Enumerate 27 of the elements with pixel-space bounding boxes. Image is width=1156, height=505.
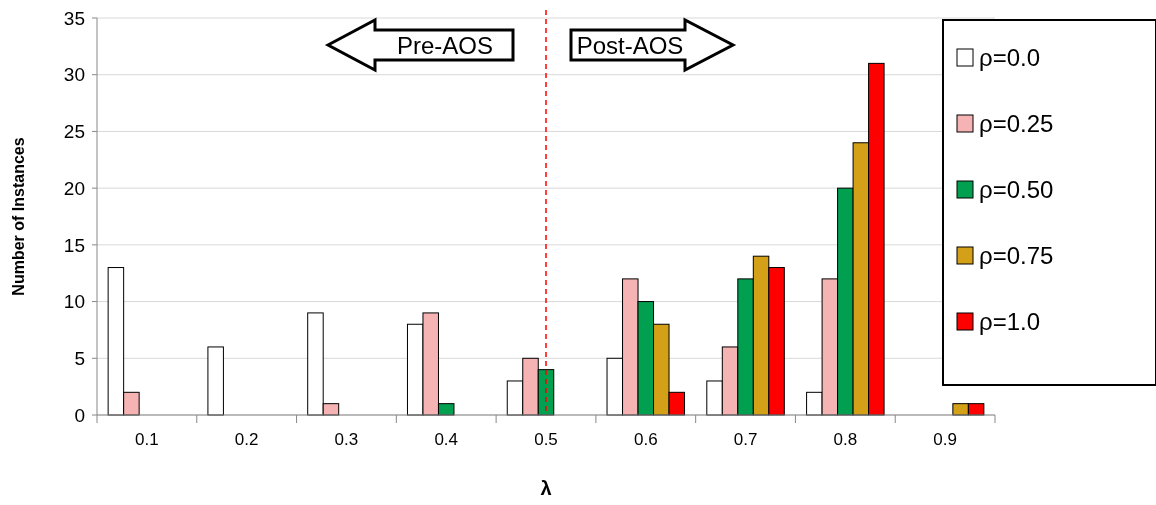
x-tick-label: 0.8 <box>833 430 858 449</box>
y-tick-label: 5 <box>74 347 85 369</box>
x-tick-label: 0.1 <box>135 430 159 449</box>
y-tick-label: 35 <box>63 7 85 29</box>
x-tick-label: 0.7 <box>733 430 758 449</box>
y-tick-label: 10 <box>63 291 85 313</box>
y-tick-label: 15 <box>63 234 85 256</box>
x-tick-label: 0.6 <box>633 430 658 449</box>
annotation: Pre-AOS <box>396 32 494 59</box>
legend-label: ρ=0.75 <box>979 242 1054 270</box>
x-tick-label: 0.3 <box>334 430 359 449</box>
y-tick-label: 20 <box>63 177 85 199</box>
y-tick-label: 0 <box>74 404 85 426</box>
y-axis-title: Number of Instances <box>10 137 27 296</box>
y-tick-label: 30 <box>63 64 85 86</box>
y-tick-label: 25 <box>63 121 85 143</box>
legend-label: ρ=0.0 <box>979 44 1041 72</box>
x-tick-label: 0.2 <box>234 430 259 449</box>
legend-label: ρ=0.50 <box>979 176 1054 204</box>
x-tick-label: 0.4 <box>434 430 459 449</box>
x-tick-label: 0.9 <box>933 430 957 449</box>
legend-label: ρ=1.0 <box>979 308 1041 336</box>
bar <box>207 346 224 416</box>
x-tick-label: 0.5 <box>534 430 558 449</box>
legend-label: ρ=0.25 <box>979 110 1054 138</box>
annotation: Post-AOS <box>576 32 684 59</box>
x-axis-title: λ <box>540 477 552 499</box>
